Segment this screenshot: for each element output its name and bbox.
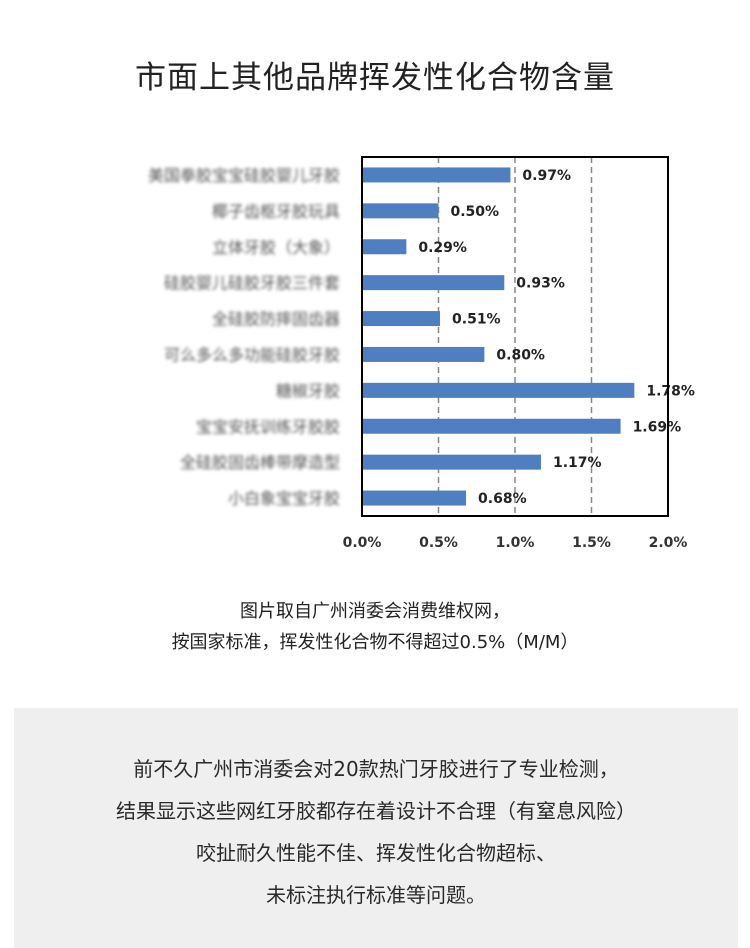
bar	[362, 418, 621, 434]
bar-category-label: 椰子齿枢牙胶玩具	[212, 202, 340, 221]
x-tick-label: 1.5%	[572, 535, 611, 551]
bar	[362, 490, 467, 506]
page-title: 市面上其他品牌挥发性化合物含量	[135, 60, 615, 96]
bar-value-label: 0.29%	[418, 240, 467, 256]
note-line-2: 结果显示这些网红牙胶都存在着设计不合理（有窒息风险）	[116, 799, 636, 823]
caption-line-1: 图片取自广州消委会消费维权网，	[240, 601, 510, 622]
bar-category-label: 全硅胶固齿棒带摩造型	[180, 453, 340, 472]
chart-plot-frame	[361, 156, 669, 517]
bar	[362, 346, 485, 362]
bar	[362, 454, 542, 470]
x-tick-label: 0.5%	[419, 535, 458, 551]
caption-line-2: 按国家标准，挥发性化合物不得超过0.5%（M/M）	[171, 632, 579, 653]
chart-caption: 图片取自广州消委会消费维权网， 按国家标准，挥发性化合物不得超过0.5%（M/M…	[0, 596, 750, 658]
bar-category-label: 小白象宝宝牙胶	[228, 489, 340, 508]
bar-category-label: 可么多么多功能硅胶牙胶	[164, 345, 340, 364]
bar	[362, 239, 407, 255]
bar-value-label: 1.17%	[553, 455, 602, 471]
note-line-4: 未标注执行标准等问题。	[266, 883, 486, 907]
note-line-3: 咬扯耐久性能不佳、挥发性化合物超标、	[196, 841, 556, 865]
x-tick-label: 1.0%	[496, 535, 535, 551]
chart-x-ticks: 0.0% 0.5% 1.0% 1.5% 2.0%	[343, 535, 688, 551]
bar-value-label: 0.80%	[496, 347, 545, 363]
note-box: 前不久广州市消委会对20款热门牙胶进行了专业检测， 结果显示这些网红牙胶都存在着…	[14, 708, 738, 948]
bar-category-label: 宝宝安抚训练牙胶胶	[196, 417, 340, 436]
bar-value-label: 0.93%	[516, 276, 565, 292]
bar-value-label: 0.97%	[522, 168, 571, 184]
bar-category-label: 立体牙胶（大象）	[212, 238, 340, 257]
bar-value-label: 0.68%	[478, 491, 527, 507]
chart-bars	[362, 167, 635, 506]
note-line-1: 前不久广州市消委会对20款热门牙胶进行了专业检测，	[133, 757, 619, 781]
bar	[362, 203, 439, 219]
bar-category-label: 全硅胶防摔固齿器	[212, 310, 340, 329]
chart-value-labels: 0.97% 0.50% 0.29% 0.93% 0.51% 0.80% 1.78% 1.69%…	[418, 168, 695, 507]
x-tick-label: 2.0%	[649, 535, 688, 551]
bar	[362, 311, 441, 327]
bar-category-label: 糖椒牙胶	[276, 381, 340, 400]
bar	[362, 275, 505, 291]
bar-value-label: 0.50%	[451, 204, 500, 220]
bar-value-label: 1.78%	[646, 383, 695, 399]
bar	[362, 167, 511, 183]
bar	[362, 382, 635, 398]
bar-value-label: 1.69%	[633, 419, 682, 435]
bar-value-label: 0.51%	[452, 312, 501, 328]
bar-category-label: 硅胶婴儿硅胶牙胶三件套	[164, 274, 340, 293]
bar-category-label: 美国拳胶宝宝硅胶婴儿牙胶	[148, 166, 340, 185]
note-text: 前不久广州市消委会对20款热门牙胶进行了专业检测， 结果显示这些网红牙胶都存在着…	[14, 748, 738, 916]
x-tick-label: 0.0%	[343, 535, 382, 551]
